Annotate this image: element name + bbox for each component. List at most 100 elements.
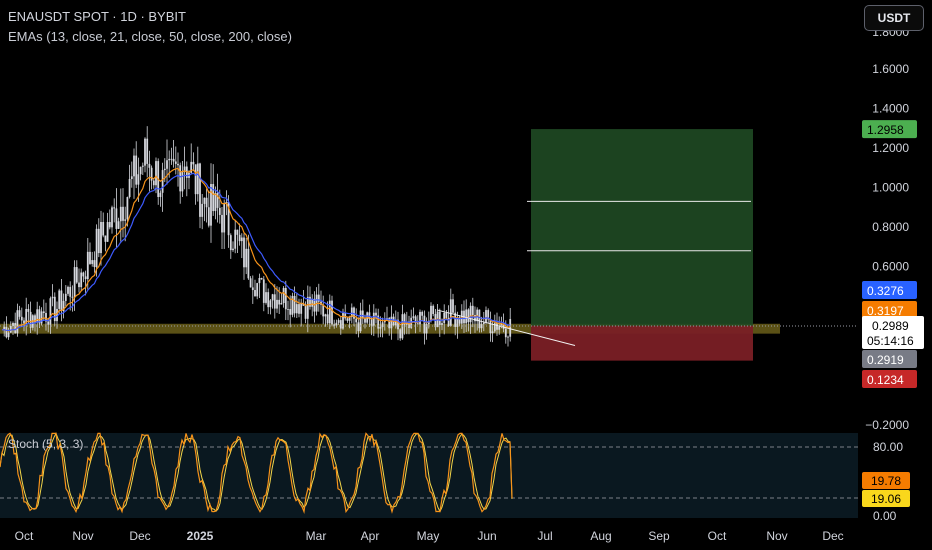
target-zone: [531, 129, 753, 326]
candle-body: [438, 311, 441, 325]
support-zone: [0, 323, 780, 334]
candle-body: [155, 161, 157, 186]
ema-indicator-label[interactable]: EMAs (13, close, 21, close, 50, close, 2…: [8, 29, 292, 44]
candle-body: [3, 326, 6, 330]
candle: [276, 286, 278, 313]
candle: [245, 237, 248, 275]
candle-body: [53, 296, 56, 322]
candle: [111, 205, 113, 234]
candle: [104, 235, 107, 252]
price-tick-label: 1.2000: [872, 141, 909, 155]
candle-body: [335, 322, 338, 326]
candle: [324, 313, 327, 327]
candle: [361, 299, 364, 325]
candle-body: [60, 290, 63, 311]
candle-body: [38, 309, 41, 324]
candle-body: [93, 260, 96, 268]
candle: [5, 316, 8, 339]
candle: [375, 308, 377, 324]
candle: [254, 279, 256, 297]
candle: [64, 285, 67, 307]
candle-body: [122, 206, 124, 221]
candle: [93, 251, 96, 273]
stoch-indicator-label[interactable]: Stoch (5, 3, 3): [8, 437, 84, 451]
candle-body: [218, 207, 221, 215]
candle: [155, 157, 157, 194]
candle-body: [203, 197, 206, 204]
price-badge: 0.1234: [862, 370, 917, 388]
candle: [40, 307, 43, 326]
candle: [295, 293, 298, 319]
candle: [216, 173, 219, 223]
candle-body: [196, 163, 199, 195]
candle-body: [432, 305, 435, 315]
candle: [465, 299, 468, 333]
candle-body: [40, 311, 43, 324]
time-tick-label: Dec: [129, 529, 150, 543]
candle-body: [128, 179, 131, 198]
candle: [177, 152, 179, 187]
candle-body: [456, 317, 459, 327]
candle-body: [254, 290, 256, 297]
candle: [249, 276, 252, 288]
candle-body: [14, 323, 17, 334]
stoch-d-badge: 19.06: [862, 490, 910, 507]
candle-body: [146, 138, 149, 164]
candle-body: [339, 320, 342, 329]
candle-body: [205, 197, 208, 208]
candle: [421, 310, 424, 320]
candle-body: [91, 260, 94, 264]
candle-body: [89, 251, 91, 264]
candle-body: [194, 164, 197, 195]
candle-body: [425, 324, 428, 334]
currency-button[interactable]: USDT: [864, 5, 924, 31]
candle: [25, 297, 28, 336]
stoch-d-badge-bg: [862, 490, 910, 507]
time-tick-label: Jun: [477, 529, 496, 543]
candle-body: [251, 287, 254, 291]
candle-body: [377, 315, 380, 329]
candle: [414, 314, 417, 334]
candle-body: [500, 323, 503, 327]
candle: [251, 275, 254, 304]
time-tick-label: Sep: [648, 529, 670, 543]
candle: [412, 307, 415, 320]
candle: [436, 304, 439, 328]
candle-body: [306, 296, 309, 319]
candle: [18, 305, 21, 320]
candle-body: [291, 295, 294, 315]
candle-body: [342, 313, 344, 329]
price-badge-bg: [862, 370, 917, 388]
candle: [397, 311, 399, 341]
symbol-title[interactable]: ENAUSDT SPOT · 1D · BYBIT: [8, 9, 186, 24]
time-tick-label: Nov: [72, 529, 93, 543]
price-tick-label: 1.0000: [872, 181, 909, 195]
candle-body: [282, 288, 285, 304]
candle-body: [496, 323, 498, 330]
candle-body: [106, 222, 109, 242]
candle: [322, 295, 325, 325]
candle-body: [324, 314, 327, 317]
last-price-badge-bg: [862, 316, 924, 349]
candle-body: [27, 308, 30, 312]
candle: [152, 178, 155, 189]
candle: [269, 299, 272, 315]
candle-body: [190, 161, 193, 173]
candle: [29, 301, 32, 333]
candle: [203, 197, 206, 222]
candle-body: [9, 326, 12, 333]
candle-body: [100, 221, 102, 254]
candle: [14, 312, 17, 334]
candle-body: [452, 299, 454, 313]
candle-body: [498, 326, 501, 330]
candle-body: [210, 184, 212, 226]
candle-body: [170, 158, 173, 160]
candle-body: [20, 316, 23, 321]
time-tick-label: Aug: [590, 529, 611, 543]
candle: [135, 141, 138, 189]
candle: [229, 233, 232, 259]
candle-body: [344, 313, 347, 319]
price-tick-label: 0.8000: [872, 220, 909, 234]
candle-body: [56, 308, 58, 322]
